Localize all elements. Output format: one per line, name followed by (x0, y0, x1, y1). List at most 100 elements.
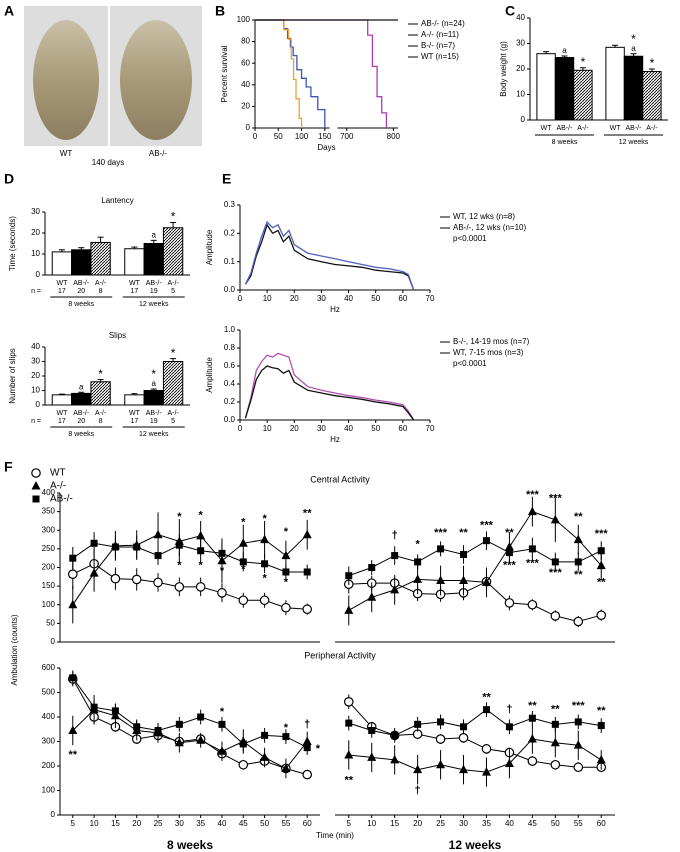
panel-letter: C (505, 3, 515, 19)
marker (31, 481, 41, 490)
x-tick-label: 70 (426, 424, 435, 433)
y-tick-label: 10 (516, 90, 525, 99)
marker (174, 582, 185, 592)
y-tick-label: 100 (42, 600, 56, 609)
marker (111, 707, 119, 715)
y-tick-label: 400 (42, 712, 56, 721)
significance: † (506, 704, 512, 716)
marker (90, 703, 98, 711)
marker (504, 598, 515, 608)
marker (302, 769, 313, 780)
marker (573, 616, 584, 627)
significance: * (220, 565, 225, 577)
n-label: 17 (58, 418, 66, 425)
marker (281, 602, 291, 613)
x-tick-label: A-/- (167, 410, 179, 417)
significance: * (415, 538, 420, 550)
x-tick-label: 45 (528, 819, 537, 828)
y-tick-label: 350 (42, 507, 56, 516)
x-tick-label: 800 (387, 132, 401, 141)
marker (261, 560, 269, 568)
panel-letter: B (215, 3, 225, 19)
y-tick-label: 0 (246, 123, 251, 132)
x-tick-label: 30 (175, 819, 184, 828)
legend-label: AB-/- (50, 494, 73, 505)
series-line (244, 352, 415, 421)
marker (196, 735, 206, 744)
significance: a (152, 379, 157, 388)
bar (71, 392, 92, 406)
marker (69, 674, 77, 682)
x-axis-label: Time (min) (316, 831, 354, 840)
significance: ** (551, 704, 560, 716)
y-tick-label: 0.4 (224, 379, 236, 388)
n-label: 17 (131, 288, 139, 295)
y-tick-label: 0.6 (224, 361, 236, 370)
marker (482, 537, 490, 545)
y-axis-label: Body weight (g) (499, 41, 508, 97)
significance: * (316, 743, 321, 755)
marker (89, 568, 99, 577)
x-tick-label: 60 (597, 819, 606, 828)
marker (153, 577, 163, 588)
bar (162, 227, 184, 276)
x-tick-label: 5 (71, 819, 76, 828)
marker (597, 547, 605, 555)
marker (175, 720, 183, 728)
x-tick-label: A-/- (577, 125, 589, 132)
marker (391, 731, 399, 739)
marker (32, 495, 40, 503)
marker (217, 588, 227, 598)
bar (51, 394, 73, 406)
x-tick-label: AB-/- (146, 280, 163, 287)
y-tick-label: 0.2 (224, 228, 236, 237)
x-tick-label: 50 (371, 294, 380, 303)
marker (90, 539, 98, 547)
x-tick-label: 0 (238, 294, 243, 303)
x-tick-label: 50 (274, 132, 283, 141)
x-tick-label: 100 (295, 132, 309, 141)
marker (110, 573, 121, 584)
x-tick-label: WT (56, 410, 68, 417)
significance: ** (505, 527, 514, 539)
significance: *** (526, 489, 540, 501)
marker (68, 725, 78, 734)
x-tick-label: 10 (367, 819, 376, 828)
y-tick-label: 20 (31, 371, 40, 380)
significance: *** (526, 558, 540, 570)
marker (154, 726, 162, 734)
significance: ** (528, 700, 537, 712)
marker (596, 754, 606, 764)
marker (197, 713, 205, 721)
series-line (244, 365, 415, 421)
series-line (348, 708, 602, 736)
marker (596, 560, 606, 570)
photo-caption: WT (60, 149, 73, 158)
marker (573, 534, 583, 544)
x-tick-label: 15 (111, 819, 120, 828)
marker (551, 720, 559, 728)
y-tick-label: 0 (51, 637, 56, 646)
x-tick-label: 5 (347, 819, 352, 828)
legend-marker (31, 468, 41, 478)
marker (504, 758, 514, 768)
x-tick-label: 40 (344, 424, 353, 433)
marker (345, 719, 353, 727)
x-tick-label: 55 (281, 819, 290, 828)
significance: * (581, 55, 586, 69)
significance: ** (303, 507, 312, 519)
n-label: 20 (77, 418, 85, 425)
y-tick-label: 1.0 (224, 325, 236, 334)
x-tick-label: 0 (253, 132, 258, 141)
y-tick-label: 0.8 (224, 343, 236, 352)
n-label: 8 (99, 288, 103, 295)
significance: † (415, 784, 421, 796)
significance: *** (595, 528, 609, 540)
significance: a (562, 46, 567, 55)
marker (344, 605, 354, 614)
marker (527, 599, 538, 610)
x-tick-label: AB-/- (557, 125, 574, 132)
x-tick-label: 55 (574, 819, 583, 828)
y-axis-label: Ambulation (counts) (10, 614, 19, 685)
significance: ** (459, 527, 468, 539)
